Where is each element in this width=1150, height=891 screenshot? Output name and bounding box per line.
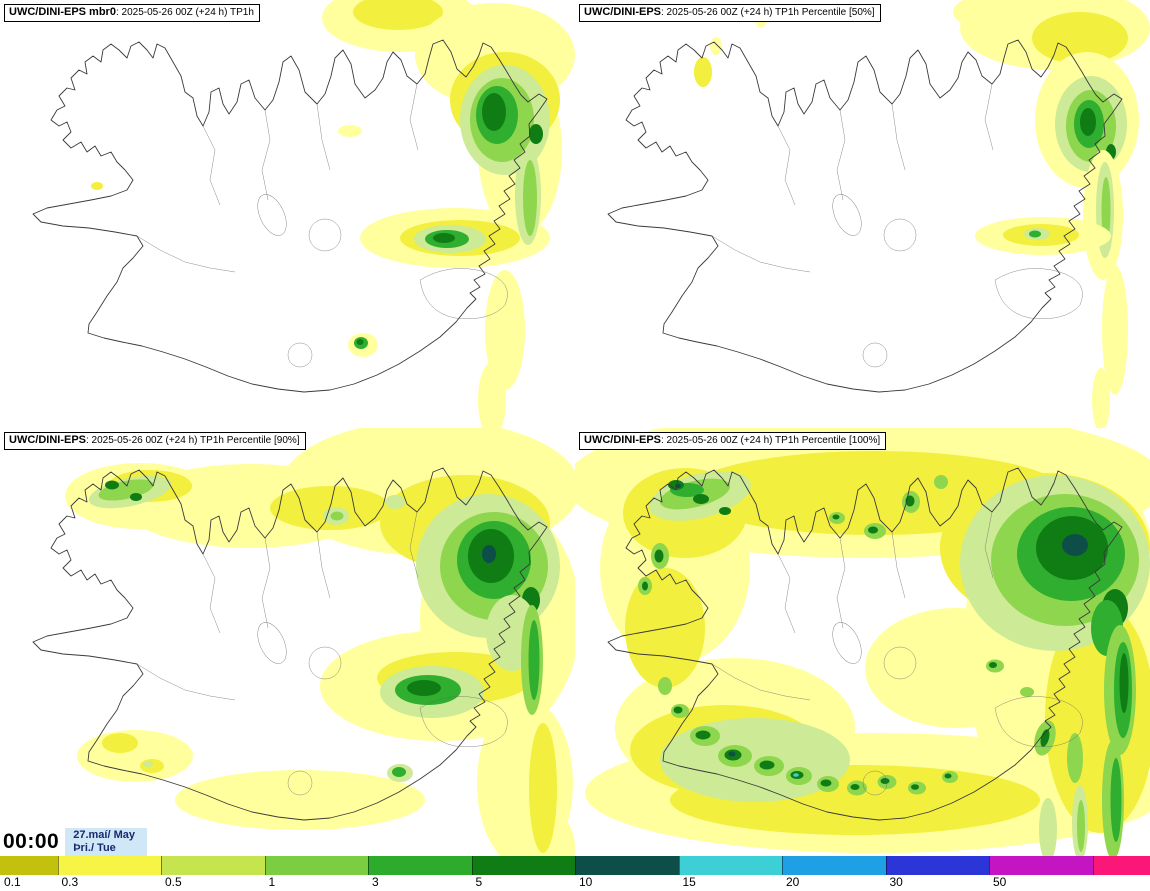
colorbar-segment: [989, 856, 1093, 875]
valid-day-line: Þri./ Tue: [73, 842, 116, 854]
colorbar-segment: [57, 856, 161, 875]
iceland-map-p100: [575, 428, 1150, 856]
colorbar-label: 10: [579, 875, 593, 889]
panel-title-detail: : 2025-05-26 00Z (+24 h) TP1h Percentile…: [661, 435, 881, 446]
panel-p100: UWC/DINI-EPS: 2025-05-26 00Z (+24 h) TP1…: [575, 428, 1150, 856]
colorbar-label: 1: [268, 875, 276, 889]
panel-title-model: UWC/DINI-EPS: [584, 6, 661, 18]
precip-overlay: [575, 428, 1150, 856]
panel-mbr0: UWC/DINI-EPS mbr0: 2025-05-26 00Z (+24 h…: [0, 0, 575, 428]
panel-title: UWC/DINI-EPS mbr0: 2025-05-26 00Z (+24 h…: [4, 4, 260, 22]
precip-colorbar: 0.1 0.3 0.5 1 3 5 10 15 20 30 50: [0, 856, 1150, 891]
colorbar-segment: [471, 856, 575, 875]
colorbar-segment: [0, 856, 58, 875]
colorbar-label: 30: [889, 875, 903, 889]
colorbar-segment: [161, 856, 265, 875]
colorbar-label: 50: [993, 875, 1007, 889]
iceland-map-p90: [32, 428, 575, 856]
panel-p90: UWC/DINI-EPS: 2025-05-26 00Z (+24 h) TP1…: [0, 428, 575, 856]
colorbar-labels: 0.1 0.3 0.5 1 3 5 10 15 20 30 50: [0, 875, 1150, 891]
panel-p50: UWC/DINI-EPS: 2025-05-26 00Z (+24 h) TP1…: [575, 0, 1150, 428]
colorbar-label: 20: [786, 875, 800, 889]
colorbar-label: 0.5: [165, 875, 182, 889]
iceland-map-p50: [607, 0, 1150, 428]
colorbar-segments: [0, 856, 1150, 875]
colorbar-segment: [264, 856, 368, 875]
panel-title-detail: : 2025-05-26 00Z (+24 h) TP1h: [115, 7, 254, 18]
colorbar-label: 5: [475, 875, 483, 889]
precip-overlay: [91, 0, 575, 428]
panel-title-model: UWC/DINI-EPS: [584, 434, 661, 446]
colorbar-segment: [1092, 856, 1150, 875]
colorbar-label: 15: [682, 875, 696, 889]
panel-grid: UWC/DINI-EPS mbr0: 2025-05-26 00Z (+24 h…: [0, 0, 1150, 856]
precip-overlay: [694, 0, 1150, 428]
valid-time: 00:00: [0, 828, 66, 856]
colorbar-segment: [575, 856, 679, 875]
panel-title: UWC/DINI-EPS: 2025-05-26 00Z (+24 h) TP1…: [579, 4, 881, 22]
panel-title: UWC/DINI-EPS: 2025-05-26 00Z (+24 h) TP1…: [4, 432, 306, 450]
colorbar-segment: [782, 856, 886, 875]
colorbar-segment: [368, 856, 472, 875]
panel-title-model: UWC/DINI-EPS mbr0: [9, 6, 116, 18]
panel-title-detail: : 2025-05-26 00Z (+24 h) TP1h Percentile…: [86, 435, 300, 446]
panel-title-detail: : 2025-05-26 00Z (+24 h) TP1h Percentile…: [661, 7, 875, 18]
colorbar-segment: [678, 856, 782, 875]
colorbar-segment: [885, 856, 989, 875]
panel-title: UWC/DINI-EPS: 2025-05-26 00Z (+24 h) TP1…: [579, 432, 887, 450]
valid-time-label: 00:00 27.maí/ May Þri./ Tue: [0, 828, 147, 856]
valid-date-line: 27.maí/ May: [73, 829, 135, 841]
colorbar-label: 0.1: [4, 875, 21, 889]
colorbar-label: 0.3: [61, 875, 79, 889]
iceland-map-mbr0: [32, 0, 575, 428]
colorbar-label: 3: [372, 875, 379, 889]
precip-overlay: [65, 428, 575, 856]
panel-title-model: UWC/DINI-EPS: [9, 434, 86, 446]
valid-date-box: 27.maí/ May Þri./ Tue: [65, 828, 147, 856]
